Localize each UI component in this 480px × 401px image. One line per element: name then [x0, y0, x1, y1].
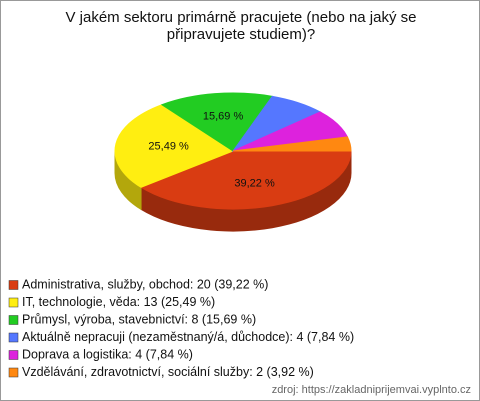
data-label: 39,22 % — [234, 178, 275, 190]
legend-swatch — [8, 315, 19, 325]
legend-swatch — [8, 332, 19, 343]
legend-swatch — [8, 280, 19, 290]
slice — [232, 136, 352, 152]
legend-label: Administrativa, služby, obchod: 20 (39,2… — [22, 277, 268, 291]
legend-label: Aktuálně nepracuji (nezaměstnaný/á, důch… — [22, 330, 354, 344]
legend-swatch — [8, 350, 19, 360]
slice — [139, 150, 352, 210]
slice — [160, 92, 274, 152]
legend-label: Průmysl, výroba, stavebnictví: 8 (15,69 … — [22, 312, 256, 326]
legend-label: Doprava a logistika: 4 (7,84 %) — [22, 347, 193, 361]
slice — [114, 104, 235, 188]
data-label: 15,69 % — [203, 111, 244, 123]
source: zdroj: https://zakladniprijemvai.vyplnto… — [272, 384, 471, 396]
data-label: 25,49 % — [148, 141, 189, 153]
legend-swatch — [8, 297, 19, 308]
legend-label: IT, technologie, věda: 13 (25,49 %) — [22, 295, 215, 309]
chart-title: V jakém sektoru primárně pracujete (nebo… — [65, 9, 417, 43]
legend-label: Vzdělávání, zdravotnictví, sociální služ… — [22, 365, 314, 379]
legend-swatch — [8, 367, 19, 378]
